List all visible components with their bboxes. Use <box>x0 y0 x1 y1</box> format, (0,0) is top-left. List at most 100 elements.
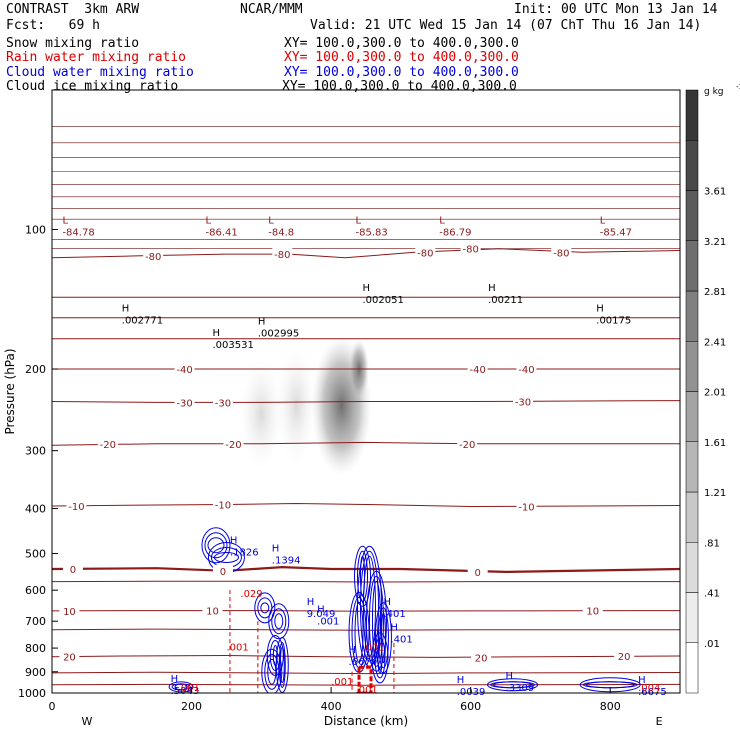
cloud-water-contour <box>377 607 389 669</box>
cloud-max-marker: H <box>317 604 325 615</box>
field-xy-rain: XY= 100.0,300.0 to 400.0,300.0 <box>284 50 519 65</box>
rain-max-value: .004 <box>638 683 660 694</box>
cloud-max-value: .6675 <box>638 687 667 698</box>
cloud-water-contour <box>279 646 285 683</box>
isotherm-line <box>52 580 680 583</box>
low-marker: L <box>356 216 362 227</box>
low-value: -85.47 <box>600 228 632 239</box>
cloud-water-contour <box>371 632 389 684</box>
colorbar-label: .41 <box>704 589 720 600</box>
label-bg <box>59 604 80 616</box>
snow-max-value: .002771 <box>122 316 163 327</box>
cloud-max-marker: H <box>272 543 280 554</box>
isotherm-label: -80 <box>553 248 569 259</box>
cloud-water-contour <box>371 580 381 662</box>
colorbar-unit-exp: -1 <box>736 83 740 91</box>
east-label: E <box>656 715 663 728</box>
cloud-water-contour <box>213 551 239 563</box>
isotherm-label: -40 <box>518 365 534 376</box>
isotherm-line <box>52 654 680 658</box>
label-bg <box>174 396 195 408</box>
isotherm-line <box>52 671 680 675</box>
label-bg <box>212 396 233 408</box>
snow-max-value: .003531 <box>212 340 253 351</box>
low-marker: L <box>62 216 68 227</box>
colorbar-label: 1.21 <box>704 488 726 499</box>
colorbar-label: 1.61 <box>704 438 726 449</box>
colorbar-swatch <box>685 592 699 643</box>
snow-plume <box>239 358 284 469</box>
isotherm-label: -30 <box>176 398 192 409</box>
rain-max-value: .001 <box>226 643 248 654</box>
colorbar-unit: g kg <box>704 87 724 97</box>
isotherm-label: -10 <box>215 500 231 511</box>
x-tick-label: 0 <box>49 700 56 713</box>
isotherm-label: -10 <box>68 502 84 513</box>
cloud-water-contour <box>275 636 289 693</box>
label-bg <box>467 565 488 577</box>
colorbar-swatch <box>685 391 699 442</box>
cloud-max-value: 9.049 <box>307 609 336 620</box>
cloud-max-value: .5043 <box>171 686 200 697</box>
cloud-water-contour <box>174 683 188 691</box>
cloud-max-value: .401 <box>390 634 412 645</box>
isotherm-label: -80 <box>274 250 290 261</box>
valid-time: Valid: 21 UTC Wed 15 Jan 14 (07 ChT Thu … <box>310 18 702 33</box>
label-bg <box>516 500 537 512</box>
cloud-water-contour <box>274 613 284 630</box>
x-tick-label: 400 <box>321 700 342 713</box>
isotherm-line <box>52 610 680 612</box>
west-label: W <box>81 715 92 728</box>
y-tick-label: 400 <box>25 503 46 516</box>
label-bg <box>212 564 233 576</box>
cloud-water-contour <box>487 678 539 692</box>
snow-max-value: .002995 <box>258 328 299 339</box>
colorbar-swatch <box>685 542 699 593</box>
colorbar-label: 3.61 <box>704 187 726 198</box>
low-marker: L <box>439 216 445 227</box>
colorbar-swatch <box>685 441 699 493</box>
cloud-water-contour <box>368 575 384 667</box>
label-bg <box>223 437 244 449</box>
isotherm-label: 20 <box>63 653 76 664</box>
contour-labels: -80 -80 -80 -80 -80 -40 -40 -40 -30 -30 -30 -20 -20 -… <box>59 216 667 698</box>
label-bg <box>513 395 533 407</box>
isotherm-label: -30 <box>215 398 231 409</box>
label-bg <box>212 498 233 510</box>
low-value: -84.78 <box>62 228 94 239</box>
label-bg <box>97 437 118 449</box>
isotherm-label: -40 <box>176 365 192 376</box>
label-bg <box>516 363 537 375</box>
axes: 0 200 400 600 800100200300400500600700800900… <box>3 224 663 728</box>
field-label-cloud-water: Cloud water mixing ratio <box>6 65 194 80</box>
field-xy-snow: XY= 100.0,300.0 to 400.0,300.0 <box>284 36 519 51</box>
field-xy-cloud-water: XY= 100.0,300.0 to 400.0,300.0 <box>284 65 519 80</box>
cloud-water-contour <box>359 550 379 662</box>
cloud-water-contour <box>261 648 283 693</box>
colorbar-swatch <box>685 642 699 694</box>
init-time: Init: 00 UTC Mon 13 Jan 14 <box>514 2 718 17</box>
isotherm-label: 0 <box>220 567 226 578</box>
label-bg <box>471 651 492 663</box>
snow-max-marker: H <box>488 283 496 294</box>
snow-max-value: .00211 <box>488 295 523 306</box>
cloud-max-value: .1394 <box>272 555 301 566</box>
cloud-max-value: .1826 <box>230 547 259 558</box>
label-bg <box>174 363 195 375</box>
low-marker: L <box>268 216 274 227</box>
cloud-max-marker: H <box>390 622 398 633</box>
cloud-water-contour <box>278 641 286 688</box>
cloud-max-value: .3309 <box>506 683 535 694</box>
cloud-water-contour <box>374 637 386 679</box>
cloud-water-contours <box>168 527 641 693</box>
cloud-max-marker: H <box>307 597 315 608</box>
snow-max-marker: H <box>596 304 604 315</box>
y-tick-label: 800 <box>25 642 46 655</box>
colorbar-label: .01 <box>704 639 720 650</box>
cloud-max-value: .6674 <box>349 657 378 668</box>
isotherm-label: 10 <box>586 607 599 618</box>
y-tick-label: 700 <box>25 615 46 628</box>
colorbar-swatch <box>685 89 699 141</box>
colorbar-swatch <box>685 341 699 392</box>
